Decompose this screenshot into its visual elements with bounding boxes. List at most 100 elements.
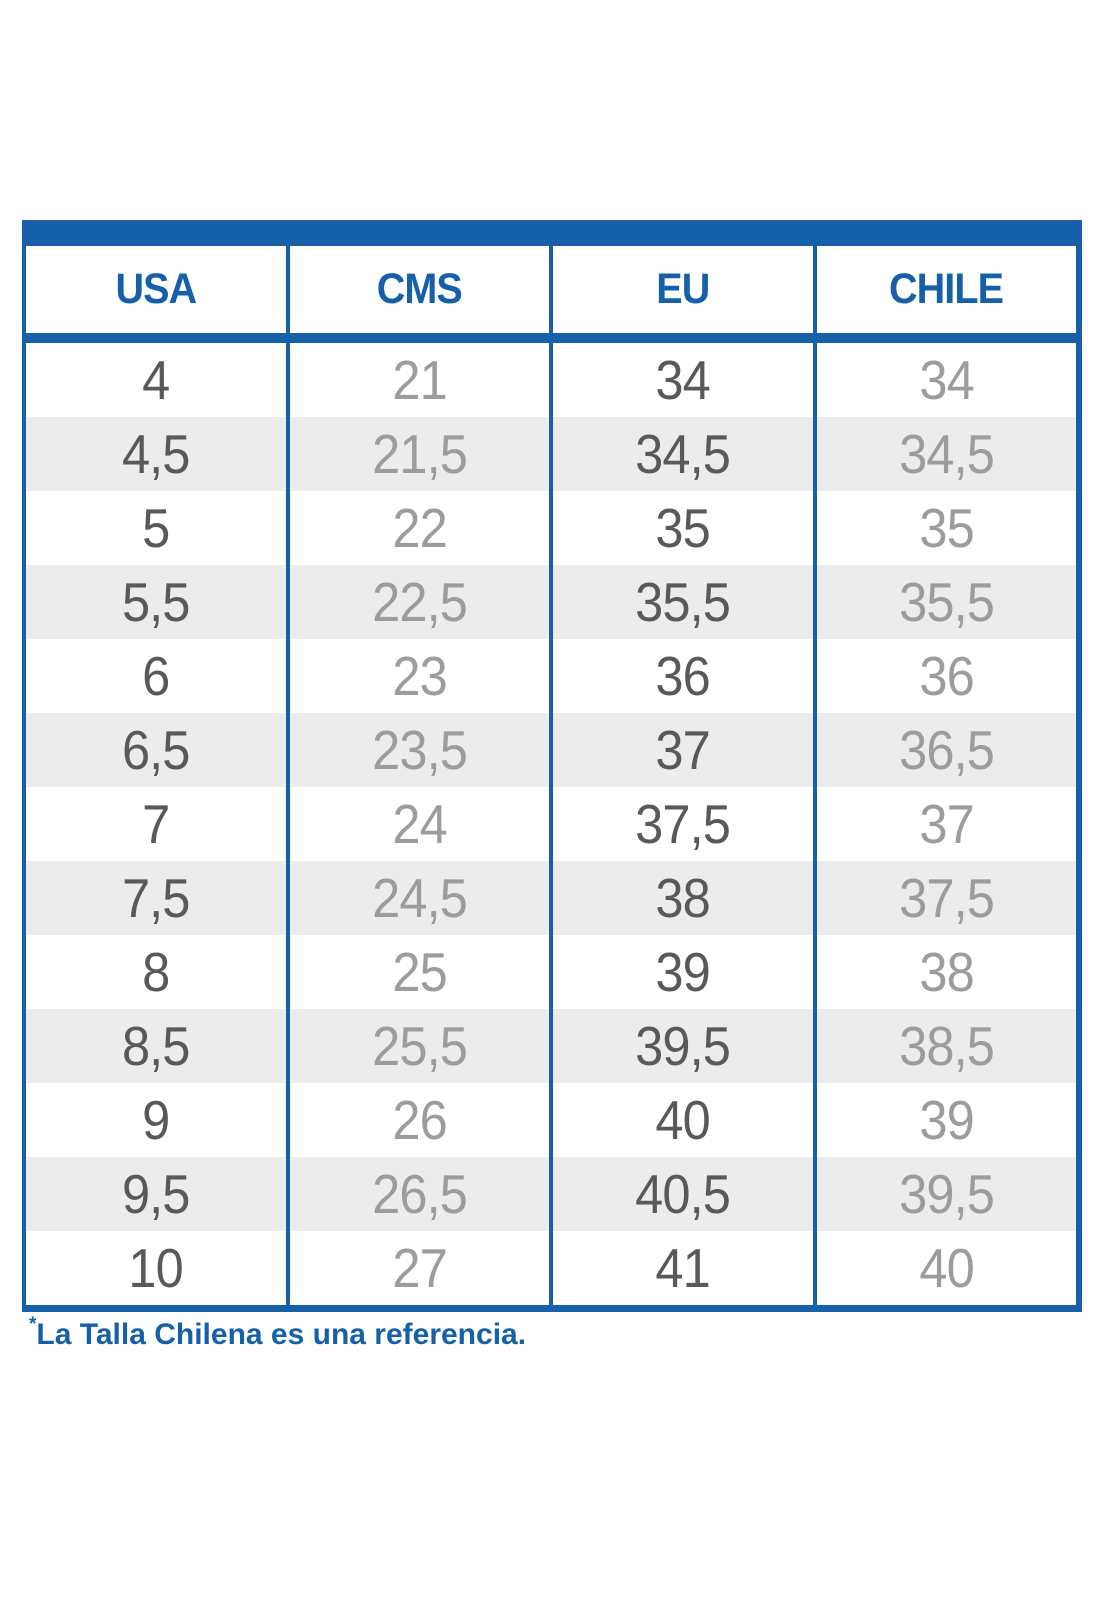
size-cell: 9 — [26, 1083, 286, 1157]
size-cell: 34 — [549, 343, 813, 417]
size-cell: 5,5 — [26, 565, 286, 639]
header-separator-bar — [22, 333, 1082, 343]
table-header-row: USA CMS EU CHILE — [22, 246, 1082, 333]
size-value: 26,5 — [371, 1163, 468, 1225]
footnote-asterisk: * — [29, 1314, 37, 1335]
size-value: 7,5 — [121, 867, 191, 929]
size-value: 4,5 — [121, 423, 191, 485]
size-cell: 21 — [285, 343, 550, 417]
size-value: 25,5 — [371, 1015, 468, 1077]
size-value: 25 — [392, 941, 447, 1003]
size-cell: 24 — [285, 787, 550, 861]
size-value: 26 — [392, 1089, 447, 1151]
size-cell: 39,5 — [549, 1009, 813, 1083]
table-row: 6 23 36 36 — [22, 639, 1082, 713]
table-row: 5 22 35 35 — [22, 491, 1082, 565]
size-cell: 7 — [26, 787, 286, 861]
table-body: 4 21 34 34 4,5 21,5 34,5 34,5 5 22 35 35 5,5 22,5 35,5… — [22, 343, 1082, 1305]
size-value: 35 — [655, 497, 711, 559]
size-cell: 37,5 — [549, 787, 813, 861]
size-cell: 26 — [285, 1083, 550, 1157]
column-header-label: CMS — [376, 265, 463, 313]
footnote: *La Talla Chilena es una referencia. — [29, 1315, 527, 1352]
size-value: 21 — [392, 349, 447, 411]
footnote-text: La Talla Chilena es una referencia. — [36, 1318, 527, 1351]
size-value: 36,5 — [898, 719, 995, 781]
size-cell: 39,5 — [812, 1157, 1077, 1231]
size-value: 41 — [655, 1237, 711, 1299]
size-cell: 40 — [812, 1231, 1077, 1305]
table-row: 10 27 41 40 — [22, 1231, 1082, 1305]
table-row: 9 26 40 39 — [22, 1083, 1082, 1157]
size-cell: 4,5 — [26, 417, 286, 491]
size-value: 34 — [919, 349, 974, 411]
size-cell: 38 — [812, 935, 1077, 1009]
size-value: 6 — [142, 645, 170, 707]
size-cell: 23,5 — [285, 713, 550, 787]
table-row: 8 25 39 38 — [22, 935, 1082, 1009]
size-value: 22 — [392, 497, 447, 559]
size-cell: 39 — [812, 1083, 1077, 1157]
size-value: 4 — [142, 349, 170, 411]
table-row: 6,5 23,5 37 36,5 — [22, 713, 1082, 787]
size-value: 22,5 — [371, 571, 468, 633]
size-cell: 5 — [26, 491, 286, 565]
size-cell: 35 — [812, 491, 1077, 565]
size-cell: 37,5 — [812, 861, 1077, 935]
size-cell: 39 — [549, 935, 813, 1009]
size-value: 37,5 — [898, 867, 995, 929]
size-cell: 21,5 — [285, 417, 550, 491]
size-cell: 41 — [549, 1231, 813, 1305]
size-value: 27 — [392, 1237, 447, 1299]
size-value: 40 — [655, 1089, 711, 1151]
size-conversion-table: USA CMS EU CHILE 4 21 34 34 4,5 21,5 34,5 34,5 5… — [22, 220, 1082, 1312]
size-cell: 40,5 — [549, 1157, 813, 1231]
size-cell: 26,5 — [285, 1157, 550, 1231]
size-value: 37 — [655, 719, 711, 781]
size-value: 21,5 — [371, 423, 468, 485]
table-row: 7,5 24,5 38 37,5 — [22, 861, 1082, 935]
column-header-eu: EU — [549, 246, 813, 333]
size-value: 36 — [919, 645, 974, 707]
size-cell: 35,5 — [549, 565, 813, 639]
size-value: 34 — [655, 349, 711, 411]
size-cell: 10 — [26, 1231, 286, 1305]
size-value: 10 — [128, 1237, 184, 1299]
size-value: 24,5 — [371, 867, 468, 929]
table-row: 9,5 26,5 40,5 39,5 — [22, 1157, 1082, 1231]
size-cell: 37 — [549, 713, 813, 787]
size-cell: 7,5 — [26, 861, 286, 935]
column-header-usa: USA — [26, 246, 286, 333]
size-value: 9,5 — [121, 1163, 191, 1225]
size-value: 24 — [392, 793, 447, 855]
table-top-bar — [22, 220, 1082, 246]
table-bottom-border — [22, 1305, 1082, 1312]
size-cell: 22 — [285, 491, 550, 565]
size-cell: 38 — [549, 861, 813, 935]
size-cell: 6 — [26, 639, 286, 713]
table-row: 4 21 34 34 — [22, 343, 1082, 417]
size-value: 39,5 — [898, 1163, 995, 1225]
size-value: 39 — [919, 1089, 974, 1151]
size-cell: 34 — [812, 343, 1077, 417]
size-cell: 22,5 — [285, 565, 550, 639]
size-cell: 34,5 — [549, 417, 813, 491]
table-row: 4,5 21,5 34,5 34,5 — [22, 417, 1082, 491]
size-cell: 25 — [285, 935, 550, 1009]
table-row: 7 24 37,5 37 — [22, 787, 1082, 861]
size-value: 39 — [655, 941, 711, 1003]
size-cell: 27 — [285, 1231, 550, 1305]
size-cell: 4 — [26, 343, 286, 417]
size-cell: 6,5 — [26, 713, 286, 787]
size-cell: 36 — [549, 639, 813, 713]
size-value: 5,5 — [121, 571, 191, 633]
column-header-cms: CMS — [285, 246, 550, 333]
size-cell: 8,5 — [26, 1009, 286, 1083]
size-value: 38 — [919, 941, 974, 1003]
column-header-label: EU — [656, 265, 710, 313]
size-value: 34,5 — [635, 423, 731, 485]
size-value: 35,5 — [898, 571, 995, 633]
size-cell: 36,5 — [812, 713, 1077, 787]
size-value: 37,5 — [635, 793, 731, 855]
size-value: 38 — [655, 867, 711, 929]
